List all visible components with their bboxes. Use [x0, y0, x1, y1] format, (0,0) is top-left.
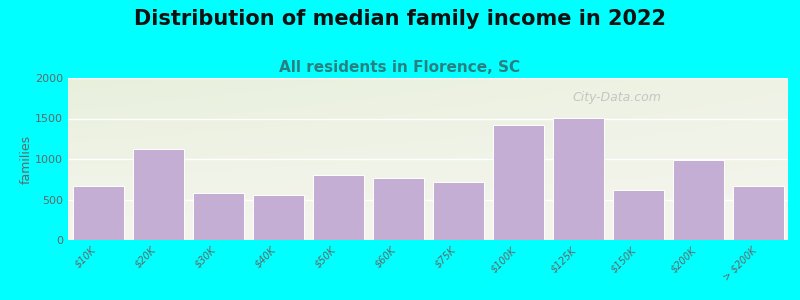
- Text: All residents in Florence, SC: All residents in Florence, SC: [279, 60, 521, 75]
- Bar: [493, 125, 543, 240]
- Bar: [553, 118, 603, 240]
- Bar: [613, 190, 663, 240]
- Bar: [673, 160, 723, 240]
- Text: City-Data.com: City-Data.com: [572, 91, 661, 104]
- Y-axis label: families: families: [19, 134, 32, 184]
- Bar: [313, 175, 363, 240]
- Bar: [433, 182, 483, 240]
- Bar: [733, 186, 783, 240]
- Bar: [133, 149, 183, 240]
- Bar: [253, 195, 303, 240]
- Bar: [73, 186, 123, 240]
- Bar: [193, 193, 243, 240]
- Text: Distribution of median family income in 2022: Distribution of median family income in …: [134, 9, 666, 29]
- Bar: [373, 178, 423, 240]
